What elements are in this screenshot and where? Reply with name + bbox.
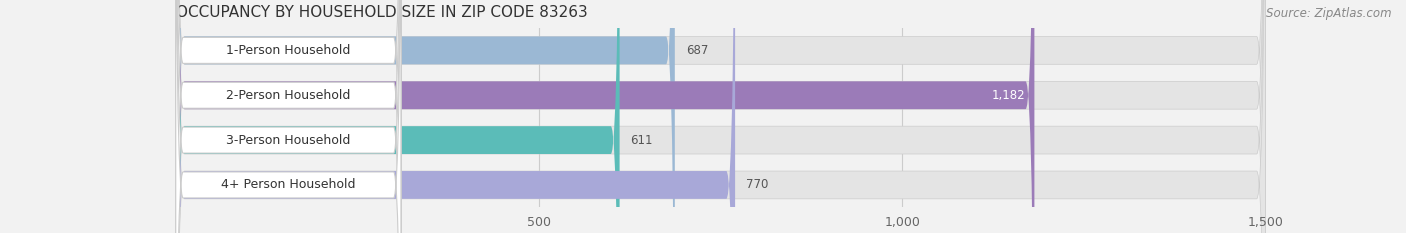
Text: 2-Person Household: 2-Person Household: [226, 89, 350, 102]
FancyBboxPatch shape: [176, 0, 1265, 233]
Text: 1,182: 1,182: [993, 89, 1026, 102]
FancyBboxPatch shape: [176, 0, 675, 233]
Text: OCCUPANCY BY HOUSEHOLD SIZE IN ZIP CODE 83263: OCCUPANCY BY HOUSEHOLD SIZE IN ZIP CODE …: [176, 5, 588, 20]
Text: 3-Person Household: 3-Person Household: [226, 134, 350, 147]
FancyBboxPatch shape: [176, 0, 1265, 233]
FancyBboxPatch shape: [176, 0, 401, 233]
Text: 687: 687: [686, 44, 709, 57]
FancyBboxPatch shape: [176, 0, 620, 233]
Text: 1-Person Household: 1-Person Household: [226, 44, 350, 57]
Text: Source: ZipAtlas.com: Source: ZipAtlas.com: [1267, 7, 1392, 20]
FancyBboxPatch shape: [176, 0, 401, 233]
FancyBboxPatch shape: [176, 0, 1265, 233]
FancyBboxPatch shape: [176, 0, 1265, 233]
Text: 611: 611: [630, 134, 652, 147]
Text: 4+ Person Household: 4+ Person Household: [221, 178, 356, 192]
FancyBboxPatch shape: [176, 0, 735, 233]
Text: 770: 770: [747, 178, 768, 192]
FancyBboxPatch shape: [176, 0, 401, 233]
FancyBboxPatch shape: [176, 0, 401, 233]
FancyBboxPatch shape: [176, 0, 1035, 233]
